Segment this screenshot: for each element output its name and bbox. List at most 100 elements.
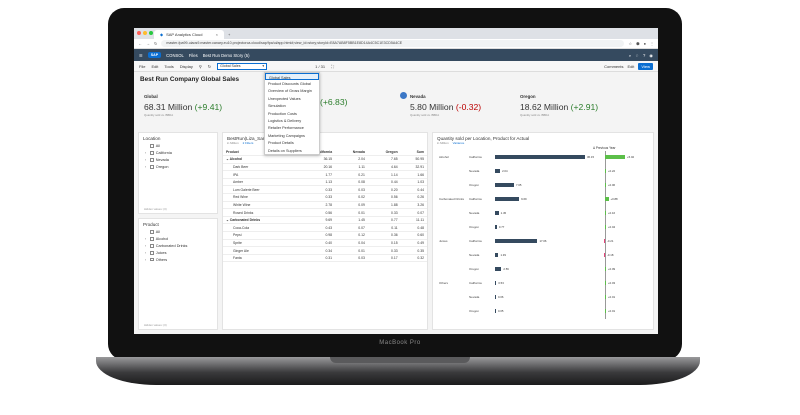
search-icon[interactable]: ⌕ — [628, 52, 632, 58]
table-row[interactable]: IPA 1.77 0.21 1.14 1.66 — [223, 170, 427, 179]
chevron-right-icon[interactable]: › — [145, 151, 147, 156]
variance-bar[interactable] — [605, 224, 606, 229]
dropdown-item[interactable]: Global Sales — [265, 73, 319, 81]
chart-bar[interactable] — [495, 294, 496, 299]
dropdown-item[interactable]: Product Details — [268, 141, 294, 146]
kpi-nevada[interactable]: Nevada 5.80 Million (-0.32) Quantity sol… — [400, 92, 481, 117]
filter-item[interactable]: › Others — [139, 256, 217, 263]
dropdown-item[interactable]: Unexpected Values — [268, 96, 301, 101]
chart-bar[interactable] — [495, 210, 499, 215]
user-avatar-icon[interactable]: ◉ — [649, 52, 653, 58]
chart-bar[interactable] — [495, 196, 520, 201]
checkbox[interactable] — [150, 164, 154, 169]
hamburger-icon[interactable]: ☰ — [139, 52, 143, 58]
dropdown-item[interactable]: Simulation — [268, 104, 286, 109]
profile-icon[interactable]: ● — [643, 41, 646, 46]
new-tab-icon[interactable]: + — [228, 32, 231, 37]
notifications-icon[interactable]: ♢ — [635, 52, 639, 58]
variance-bar[interactable] — [604, 252, 605, 257]
table-row[interactable]: White Wine 2.78 0.09 1.88 3.26 — [223, 201, 427, 210]
checkbox[interactable] — [150, 144, 154, 149]
variance-bar[interactable] — [605, 266, 606, 271]
filter-item[interactable]: › Nevada — [139, 157, 217, 164]
menu-icon[interactable]: ⋮ — [650, 41, 654, 46]
dropdown-item[interactable]: Marketing Campaigns — [268, 133, 305, 138]
chart-bar[interactable] — [495, 308, 496, 313]
table-row[interactable]: ⌄ Carbonated Drinks 9.69 1.45 0.77 11.11 — [223, 216, 427, 225]
checkbox[interactable] — [150, 250, 154, 255]
comments-button[interactable]: Comments — [604, 63, 624, 69]
table-row[interactable]: Amber 1.13 0.08 0.44 1.03 — [223, 178, 427, 187]
checkbox[interactable] — [150, 151, 154, 156]
edit-button[interactable]: Edit — [627, 63, 635, 69]
dropdown-item[interactable]: Logistics & Delivery — [268, 118, 302, 123]
checkbox[interactable] — [150, 237, 154, 242]
column-header[interactable]: Nevada — [335, 148, 368, 157]
column-header[interactable]: Oregon — [367, 148, 401, 157]
back-icon[interactable]: ← — [138, 41, 142, 46]
chart-bar[interactable] — [495, 182, 515, 187]
dropdown-item[interactable]: Overview of Gross Margin — [268, 89, 312, 94]
table-row[interactable]: Fanta 0.31 0.03 0.17 0.32 — [223, 254, 427, 263]
chevron-right-icon[interactable]: › — [145, 243, 147, 248]
view-button[interactable]: View — [638, 62, 653, 70]
filter-item[interactable]: All — [139, 229, 217, 236]
files-link[interactable]: Files — [188, 52, 198, 58]
chevron-right-icon[interactable]: › — [145, 157, 147, 162]
display-menu[interactable]: Display — [179, 63, 193, 69]
table-row[interactable]: Pepsi 0.98 0.12 0.36 0.60 — [223, 231, 427, 240]
filter-item[interactable]: › Alcohol — [139, 236, 217, 243]
chart-bar[interactable] — [495, 168, 501, 173]
chart-bar[interactable] — [495, 266, 502, 271]
chart-bar[interactable] — [495, 238, 538, 243]
fullscreen-icon[interactable]: ⛶ — [331, 63, 334, 69]
table-row[interactable]: ⌄ Alcohol 36.15 2.04 7.65 50.95 — [223, 155, 427, 164]
tools-menu[interactable]: Tools — [164, 63, 174, 69]
chevron-right-icon[interactable]: › — [145, 237, 147, 242]
table-row[interactable]: Dark Beer 20.16 1.11 4.64 32.91 — [223, 163, 427, 172]
address-bar[interactable]: master-fpa99-uiaos9.master.canary.eu10.p… — [161, 40, 625, 47]
table-row[interactable]: Ginger Ale 0.34 0.01 0.33 0.35 — [223, 246, 427, 255]
maximize-window-icon[interactable] — [149, 31, 153, 35]
table-row[interactable]: Lum Galerie Beer 0.33 0.03 0.20 0.44 — [223, 185, 427, 195]
filter-item[interactable]: › Juices — [139, 249, 217, 256]
checkbox[interactable] — [150, 230, 154, 235]
chart-bar[interactable] — [495, 280, 497, 285]
help-icon[interactable]: ? — [643, 52, 646, 58]
chart-bar[interactable] — [495, 252, 499, 257]
variance-bar[interactable] — [605, 154, 625, 159]
browser-tab[interactable]: ◆ SAP Analytics Cloud × — [154, 30, 224, 39]
kpi-oregon[interactable]: Oregon 18.62 Million (+2.91) Quantity so… — [520, 94, 598, 117]
extension-icon[interactable]: ⬢ — [636, 41, 640, 46]
filter-item[interactable]: › Oregon — [139, 163, 217, 170]
dropdown-item[interactable]: Product Discounts Global — [268, 81, 311, 86]
forward-icon[interactable]: → — [146, 41, 150, 46]
edit-menu[interactable]: Edit — [151, 63, 159, 69]
close-tab-icon[interactable]: × — [215, 32, 218, 37]
checkbox[interactable] — [150, 158, 154, 162]
table-filter-link[interactable]: 2 Filters — [242, 141, 254, 145]
table-row[interactable]: Rosed Drinks 0.56 0.01 0.33 0.07 — [223, 208, 427, 217]
chart-bar[interactable] — [495, 154, 585, 159]
filter-item[interactable]: All — [139, 143, 217, 150]
refresh-icon[interactable]: ↻ — [207, 63, 212, 69]
kpi-global[interactable]: Global 68.31 Million (+9.41) Quantity so… — [144, 94, 222, 117]
checkbox[interactable] — [150, 257, 154, 262]
file-menu[interactable]: File — [139, 63, 146, 69]
column-header[interactable]: Product — [223, 148, 296, 157]
page-nav[interactable]: 1 / 31 — [315, 63, 326, 69]
dropdown-item[interactable]: Retailer Performance — [268, 126, 304, 131]
column-header[interactable]: Sum — [400, 148, 427, 157]
chevron-right-icon[interactable]: › — [145, 250, 147, 255]
reload-icon[interactable]: ↻ — [154, 41, 158, 46]
table-row[interactable]: Red Wine 0.33 0.02 0.56 0.26 — [223, 193, 427, 202]
table-row[interactable]: Sprite 0.40 0.04 0.15 0.49 — [223, 239, 427, 248]
filter-item[interactable]: › California — [139, 150, 217, 157]
dropdown-item[interactable]: Production Costs — [268, 111, 297, 116]
checkbox[interactable] — [150, 244, 154, 248]
variance-bar[interactable] — [604, 238, 605, 243]
variance-bar[interactable] — [605, 308, 606, 313]
table-row[interactable]: Coca-Cola 0.43 0.07 0.11 0.48 — [223, 223, 427, 233]
variance-bar[interactable] — [605, 168, 606, 173]
filter-item[interactable]: › Carbonated Drinks — [139, 243, 217, 250]
